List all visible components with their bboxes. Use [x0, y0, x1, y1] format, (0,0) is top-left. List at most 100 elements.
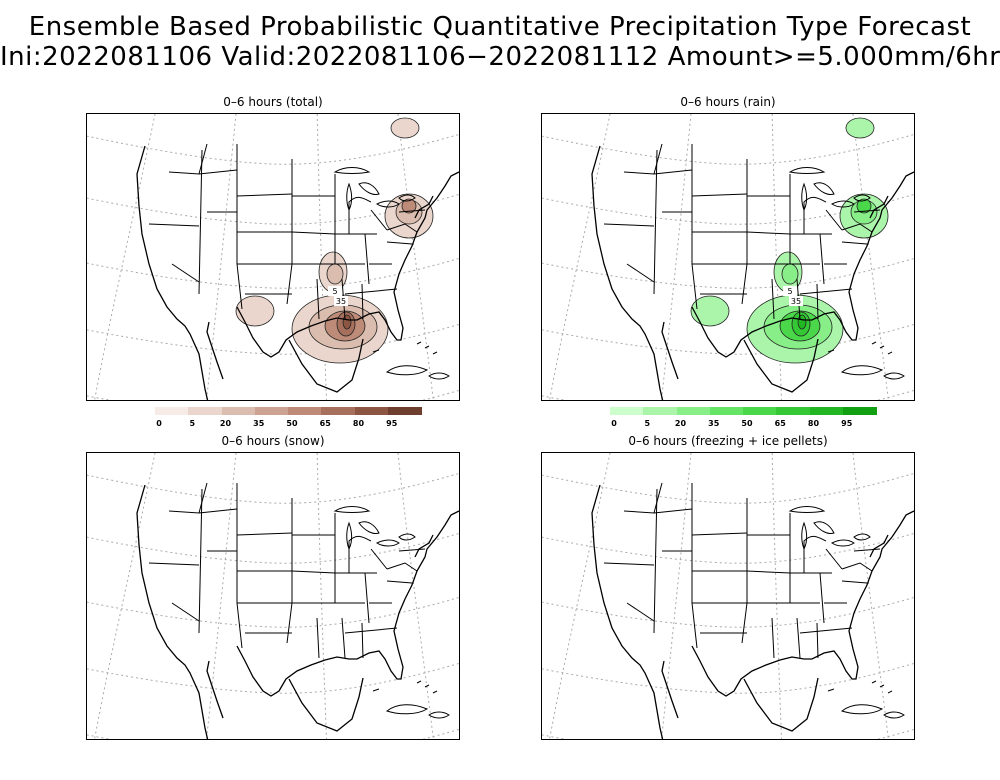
state-border [825, 209, 843, 231]
state-border [398, 209, 426, 213]
grid-line [542, 323, 914, 355]
state-border [286, 263, 293, 305]
contour-label: 35 [336, 297, 346, 306]
grid-line [87, 596, 459, 628]
state-border [316, 617, 320, 659]
grid-line [87, 662, 459, 694]
lake [831, 200, 855, 208]
state-border [746, 231, 791, 235]
map-freezing [542, 453, 914, 739]
coastlines [136, 484, 459, 739]
state-border [626, 263, 655, 283]
state-border [171, 263, 200, 283]
lake [376, 200, 400, 208]
grid-line [542, 596, 914, 628]
grid-line [852, 114, 889, 400]
state-border [286, 602, 293, 644]
islands [372, 341, 450, 380]
islands [827, 680, 905, 719]
panel-title-total: 0–6 hours (total) [223, 95, 323, 109]
great-lakes [333, 167, 416, 212]
probability-contour [690, 295, 730, 327]
lake [333, 506, 371, 513]
colorbar-label: 65 [774, 419, 786, 428]
colorbar-label: 50 [286, 419, 298, 428]
state-borders [148, 482, 426, 659]
state-border [364, 572, 370, 624]
colorbar-swatch [387, 407, 422, 415]
colorbar-label: 50 [741, 419, 753, 428]
colorbar-swatch [743, 407, 777, 415]
colorbar-label: 80 [352, 419, 365, 428]
state-border [341, 617, 346, 659]
island [372, 349, 380, 353]
lake [801, 182, 808, 212]
state-border [361, 622, 364, 659]
coastline [136, 484, 209, 739]
contour-label: 5 [787, 287, 792, 296]
island [385, 704, 429, 715]
probability-contour [342, 314, 352, 330]
colorbar-total: 0 5 20 35 50 65 80 95 [155, 407, 422, 431]
colorbar-swatch [842, 407, 877, 415]
lake [398, 533, 416, 541]
colorbar-label: 95 [841, 419, 853, 428]
map-panel-total: 35 5 [86, 113, 460, 401]
state-border [803, 196, 827, 234]
state-border [198, 508, 238, 514]
colorbar-swatch [676, 407, 711, 415]
island [827, 688, 835, 692]
lake [788, 506, 826, 513]
colorbar-swatch [776, 407, 810, 415]
state-border [236, 602, 243, 649]
island [432, 690, 438, 694]
state-border [653, 169, 693, 175]
state-border [344, 627, 398, 634]
state-border [741, 602, 748, 644]
map-panel-freezing [541, 452, 915, 740]
grid-line [206, 453, 237, 739]
grid-line [87, 532, 459, 564]
coastline [869, 534, 889, 558]
colorbar-swatch [354, 407, 389, 415]
coastline [288, 677, 364, 732]
grid-line [542, 472, 914, 504]
grid-line [542, 532, 914, 564]
probability-contour [326, 263, 344, 285]
panel-title-snow: 0–6 hours (snow) [221, 434, 325, 448]
coastline [591, 484, 664, 739]
state-border [819, 233, 825, 285]
state-border [344, 288, 398, 295]
colorbar-swatch [221, 407, 256, 415]
coastline [414, 195, 434, 219]
colorbar-swatch [254, 407, 289, 415]
state-border [171, 602, 200, 622]
island [883, 372, 905, 380]
state-border [819, 572, 825, 624]
colorbar-label: 5 [644, 419, 651, 428]
colorbar-label: 20 [219, 419, 232, 428]
state-border [803, 535, 827, 573]
state-border [816, 622, 819, 659]
island [840, 704, 884, 715]
grid-line [542, 389, 914, 400]
colorbar-label: 95 [386, 419, 398, 428]
panel-title-freezing: 0–6 hours (freezing + ice pellets) [628, 434, 828, 448]
figure-title: Ensemble Based Probabilistic Quantitativ… [28, 12, 972, 42]
state-border [691, 602, 698, 649]
colorbar-label: 0 [156, 419, 162, 428]
lake [831, 539, 855, 547]
colorbar-swatch [188, 407, 222, 415]
lake [346, 521, 353, 551]
island [887, 690, 893, 694]
state-border [603, 223, 655, 227]
state-border [746, 570, 791, 574]
grid-line [87, 257, 459, 289]
island [385, 365, 429, 376]
map-total: 355 [87, 114, 459, 400]
contour-label-bg [783, 286, 797, 296]
state-border [198, 169, 238, 175]
grid-line [316, 453, 327, 739]
state-border [799, 627, 853, 634]
state-border [841, 241, 868, 245]
